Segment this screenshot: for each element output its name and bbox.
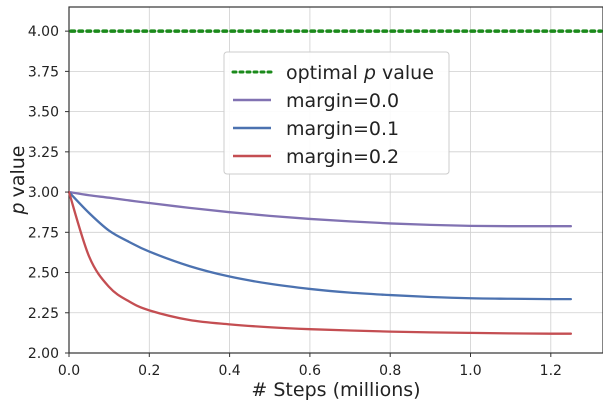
y-axis-ticks: 2.00 2.25 2.50 2.75 3.00 3.25 3.50 3.75 4.00 bbox=[28, 24, 69, 362]
legend-box bbox=[223, 51, 450, 175]
x-tick-label: 0.8 bbox=[379, 363, 401, 379]
y-tick-label: 4.00 bbox=[28, 24, 59, 40]
y-tick-label: 3.25 bbox=[28, 145, 59, 161]
legend-label-margin-0-2: margin=0.2 bbox=[286, 146, 399, 168]
y-tick-label: 3.00 bbox=[28, 185, 59, 201]
plot-area-frame bbox=[68, 6, 603, 354]
y-tick-label: 2.25 bbox=[28, 306, 59, 322]
series-layer bbox=[67, 190, 573, 335]
x-tick-label: 0.4 bbox=[218, 363, 240, 379]
x-tick-label: 1.2 bbox=[540, 363, 562, 379]
series-line-margin-0-0 bbox=[67, 190, 573, 228]
x-tick-label: 0.0 bbox=[58, 363, 80, 379]
legend-label-margin-0-0: margin=0.0 bbox=[286, 90, 399, 112]
y-tick-label: 3.50 bbox=[28, 105, 59, 121]
series-line-margin-0-1 bbox=[67, 190, 573, 301]
y-axis-label-text: value bbox=[7, 146, 29, 198]
legend: optimal p value margin=0.0margin=0.1marg… bbox=[223, 51, 450, 175]
legend-label-optimal: optimal p value bbox=[286, 62, 434, 84]
legend-label-margin-0-1: margin=0.1 bbox=[286, 118, 399, 140]
x-axis-ticks: 0.0 0.2 0.4 0.6 0.8 1.0 1.2 bbox=[58, 353, 562, 379]
y-axis-label-italic: p bbox=[7, 202, 29, 215]
series-line-margin-0-2 bbox=[67, 190, 573, 335]
y-tick-label: 3.75 bbox=[28, 64, 59, 80]
legend-series-entries: margin=0.0 margin=0.1 margin=0.2 bbox=[233, 90, 399, 168]
y-axis-label: p value bbox=[7, 146, 29, 216]
x-tick-label: 0.2 bbox=[138, 363, 160, 379]
y-tick-label: 2.50 bbox=[28, 266, 59, 282]
x-tick-label: 0.6 bbox=[299, 363, 321, 379]
y-tick-label: 2.00 bbox=[28, 346, 59, 362]
x-tick-label: 1.0 bbox=[459, 363, 481, 379]
x-axis-label: # Steps (millions) bbox=[251, 379, 420, 401]
y-tick-label: 2.75 bbox=[28, 225, 59, 241]
